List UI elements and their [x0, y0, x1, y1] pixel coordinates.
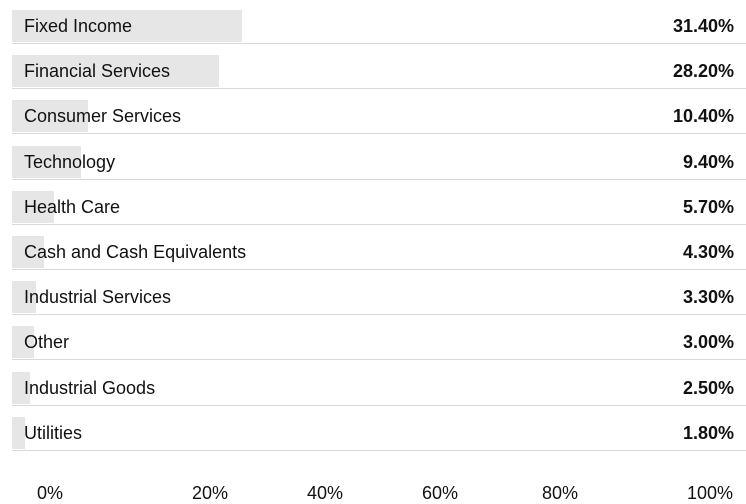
value-label: 3.00%	[682, 332, 734, 353]
table-row: Cash and Cash Equivalents 4.30%	[12, 236, 746, 270]
x-tick-label: 0%	[36, 483, 64, 503]
table-row: Health Care 5.70%	[12, 190, 746, 225]
bar	[12, 55, 219, 88]
bar	[12, 236, 44, 268]
x-tick-label: 20%	[191, 483, 229, 503]
category-label: Fixed Income	[24, 16, 133, 36]
value-label: 10.40%	[672, 106, 734, 127]
value-label: 9.40%	[682, 151, 734, 172]
bar	[12, 100, 89, 133]
value-label: 31.40%	[672, 16, 734, 36]
value-label: 1.80%	[682, 422, 734, 443]
category-label: Other	[24, 332, 70, 353]
x-tick-label: 60%	[421, 483, 459, 503]
bar	[12, 281, 37, 314]
category-label: Industrial Services	[24, 287, 172, 308]
category-label: Cash and Cash Equivalents	[24, 242, 247, 262]
x-tick-label: 80%	[541, 483, 579, 503]
category-label: Industrial Goods	[24, 377, 156, 398]
table-row: Technology 9.40%	[12, 145, 746, 180]
value-label: 5.70%	[682, 196, 734, 217]
table-row: Other 3.00%	[12, 326, 746, 361]
table-row: Financial Services 28.20%	[12, 55, 746, 90]
table-row: Fixed Income 31.40%	[12, 10, 746, 44]
bar	[12, 190, 54, 223]
value-label: 3.30%	[682, 287, 734, 308]
value-label: 28.20%	[672, 61, 734, 82]
bar	[12, 145, 81, 178]
bar	[12, 326, 35, 359]
category-label: Utilities	[24, 422, 83, 443]
category-label: Financial Services	[24, 61, 171, 82]
bar	[12, 371, 31, 404]
bar	[12, 416, 26, 449]
table-row: Utilities 1.80%	[12, 416, 746, 451]
x-tick-label: 40%	[306, 483, 344, 503]
category-label: Technology	[24, 151, 116, 172]
table-row: Industrial Goods 2.50%	[12, 371, 746, 406]
bar	[12, 10, 243, 42]
x-tick-label: 100%	[686, 483, 734, 503]
table-row: Industrial Services 3.30%	[12, 281, 746, 316]
value-label: 4.30%	[682, 242, 734, 262]
category-label: Consumer Services	[24, 106, 182, 127]
value-label: 2.50%	[682, 377, 734, 398]
category-label: Health Care	[24, 196, 121, 217]
table-row: Consumer Services 10.40%	[12, 100, 746, 135]
